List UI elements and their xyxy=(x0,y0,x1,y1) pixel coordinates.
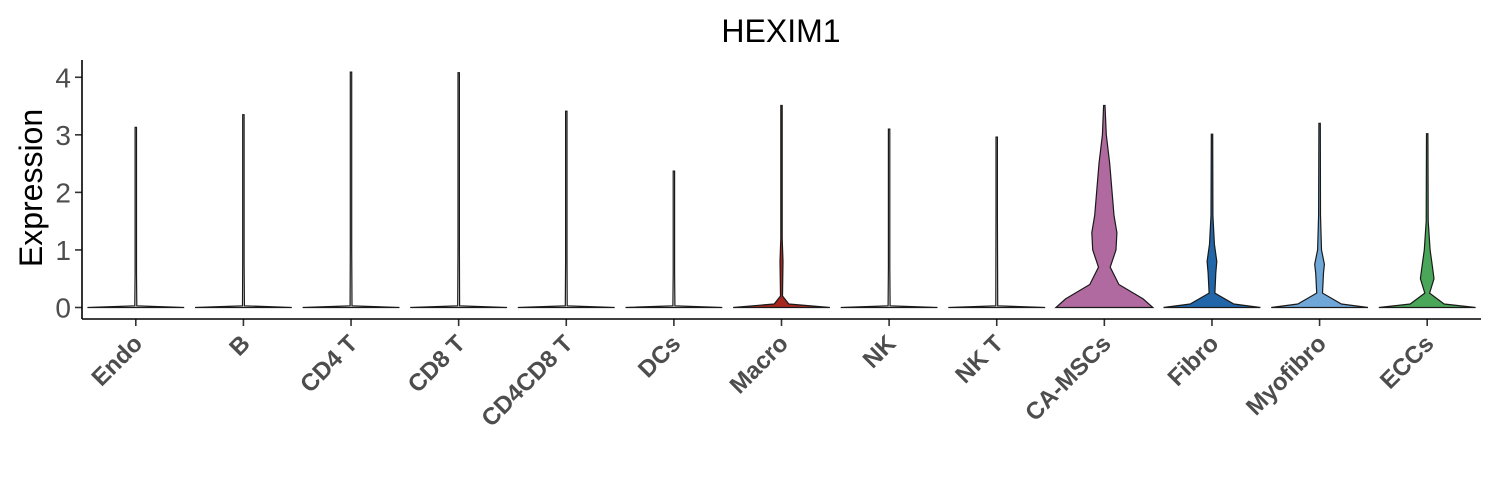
x-tick-label-eccs: ECCs xyxy=(1375,330,1439,394)
x-tick-label-cd8-t: CD8 T xyxy=(403,330,471,398)
y-tick-label: 0 xyxy=(55,292,71,323)
x-tick-label-macro: Macro xyxy=(725,330,794,399)
x-tick-label-endo: Endo xyxy=(87,330,149,392)
x-tick-label-myofibro: Myofibro xyxy=(1241,330,1332,421)
y-tick-label: 4 xyxy=(55,62,71,93)
y-tick-label: 2 xyxy=(55,177,71,208)
chart-title: HEXIM1 xyxy=(721,13,840,49)
violin-cd4-t xyxy=(302,71,400,309)
x-tick-label-dcs: DCs xyxy=(633,330,686,383)
violin-fibro xyxy=(1163,133,1261,309)
x-tick-label-ca-mscs: CA-MSCs xyxy=(1020,330,1116,426)
violin-eccs xyxy=(1378,133,1476,309)
x-tick-label-cd4-t: CD4 T xyxy=(295,330,363,398)
violin-ca-mscs xyxy=(1054,104,1155,309)
violin-b xyxy=(194,114,292,309)
plot-area: 0 1 2 3 4 Endo B CD4 T CD8 T CD4CD8 T DCs Macro NK NK… xyxy=(55,62,1476,432)
violin-cd4cd8-t xyxy=(517,110,615,309)
x-tick-label-nk: NK xyxy=(858,330,902,374)
violin-dcs xyxy=(625,170,723,309)
x-tick-label-fibro: Fibro xyxy=(1163,330,1225,392)
y-tick-label: 1 xyxy=(55,235,71,266)
violin-endo xyxy=(87,126,185,309)
violin-cd8-t xyxy=(410,72,508,309)
violin-myofibro xyxy=(1271,122,1369,309)
x-tick-label-nk-t: NK T xyxy=(950,330,1009,389)
violin-macro xyxy=(733,104,830,309)
y-tick-label: 3 xyxy=(55,120,71,151)
x-tick-label-cd4cd8-t: CD4CD8 T xyxy=(476,330,578,432)
x-tick-label-b: B xyxy=(224,330,255,361)
violin-nk-t xyxy=(948,136,1046,309)
violin-nk xyxy=(840,128,938,309)
y-axis-label: Expression xyxy=(13,109,49,267)
